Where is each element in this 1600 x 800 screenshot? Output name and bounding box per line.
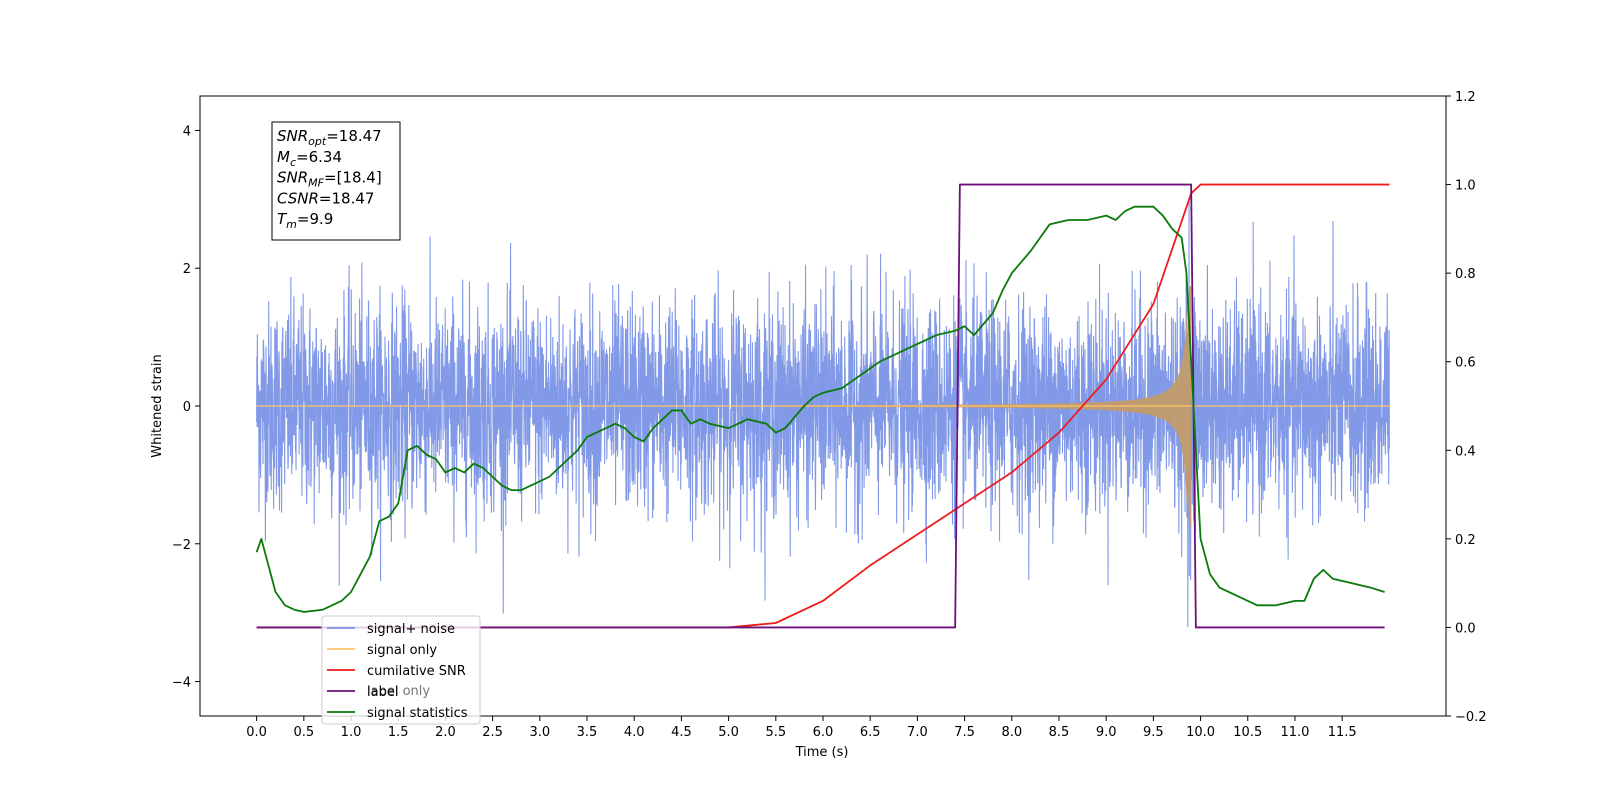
annotation-line: SNRMF=[18.4] <box>277 169 382 190</box>
legend-frame <box>321 615 481 725</box>
annotation-box-frame <box>271 121 401 241</box>
x-tick-label: 2.0 <box>435 725 456 740</box>
x-tick-label: 10.5 <box>1233 725 1262 740</box>
x-tick-label: 9.0 <box>1096 725 1117 740</box>
annotation-line: Tm=9.9 <box>277 210 333 231</box>
y-tick-label: −4 <box>172 676 191 691</box>
x-tick-label: 9.5 <box>1143 725 1164 740</box>
x-tick-label: 0.0 <box>246 725 267 740</box>
x-tick-label: 2.5 <box>482 725 503 740</box>
x-tick-label: 7.0 <box>907 725 928 740</box>
y2-tick-label: −0.2 <box>1455 710 1487 725</box>
x-tick-label: 4.5 <box>671 725 692 740</box>
x-tick-label: 0.5 <box>293 725 314 740</box>
x-tick-label: 3.5 <box>577 725 598 740</box>
legend-entry-label: cumilative SNR <box>367 664 466 679</box>
x-tick-label: 7.5 <box>954 725 975 740</box>
series-label <box>256 183 1385 629</box>
x-tick-label: 6.5 <box>860 725 881 740</box>
y2-tick-label: 0.6 <box>1455 356 1476 371</box>
y2-tick-label: 0.2 <box>1455 533 1476 548</box>
y2-tick-label: 0.4 <box>1455 444 1476 459</box>
x-tick-label: 4.0 <box>624 725 645 740</box>
y2-tick-label: 0.8 <box>1455 267 1476 282</box>
legend-entry-label: signal statistics <box>367 706 468 721</box>
annotation-line: Mc=6.34 <box>277 148 342 169</box>
y-tick-label: 0 <box>183 400 191 415</box>
x-tick-label: 11.0 <box>1280 725 1309 740</box>
plot-area <box>255 183 1390 629</box>
series-cumulative-snr <box>256 183 1390 629</box>
y2-tick-label: 1.2 <box>1455 90 1476 105</box>
legend-entry-label: signal+ noise <box>367 622 455 637</box>
legend: label only signal+ noise signal only cumila… <box>321 615 481 725</box>
annotation-line: SNRopt=18.47 <box>277 127 382 148</box>
legend-entry-label: signal only <box>367 643 437 658</box>
y-tick-label: −2 <box>172 538 191 553</box>
legend-overlap-text: label only <box>367 684 430 699</box>
y-axis-ticks: 4 2 0 −2 −4 <box>172 124 200 691</box>
y-axis-title: Whitened strain <box>150 354 165 457</box>
series-signal-statistics <box>255 205 1385 613</box>
x-tick-label: 5.5 <box>765 725 786 740</box>
y2-axis-ticks: 1.2 1.0 0.8 0.6 0.4 0.2 0.0 −0.2 <box>1446 90 1487 725</box>
y-tick-label: 4 <box>183 124 191 139</box>
x-tick-label: 8.5 <box>1049 725 1070 740</box>
x-tick-label: 6.0 <box>813 725 834 740</box>
stats-annotation-box: SNRopt=18.47Mc=6.34SNRMF=[18.4]CSNR=18.4… <box>271 121 401 241</box>
x-tick-label: 10.0 <box>1186 725 1215 740</box>
legend-entry-label: label <box>367 685 398 700</box>
series-signal-noise <box>256 200 1390 628</box>
x-tick-label: 3.0 <box>529 725 550 740</box>
x-tick-label: 5.0 <box>718 725 739 740</box>
x-axis-title: Time (s) <box>795 745 849 760</box>
annotation-line: CSNR=18.47 <box>277 189 374 207</box>
y-tick-label: 2 <box>183 262 191 277</box>
x-tick-label: 8.0 <box>1001 725 1022 740</box>
x-tick-label: 1.5 <box>388 725 409 740</box>
x-axis-ticks: 0.0 0.5 1.0 1.5 2.0 2.5 3.0 3.5 4.0 4.5 5.0 5.5 6.0 6… <box>246 716 1357 740</box>
x-tick-label: 11.5 <box>1328 725 1357 740</box>
y2-tick-label: 1.0 <box>1455 179 1476 194</box>
x-tick-label: 1.0 <box>341 725 362 740</box>
y2-tick-label: 0.0 <box>1455 621 1476 636</box>
